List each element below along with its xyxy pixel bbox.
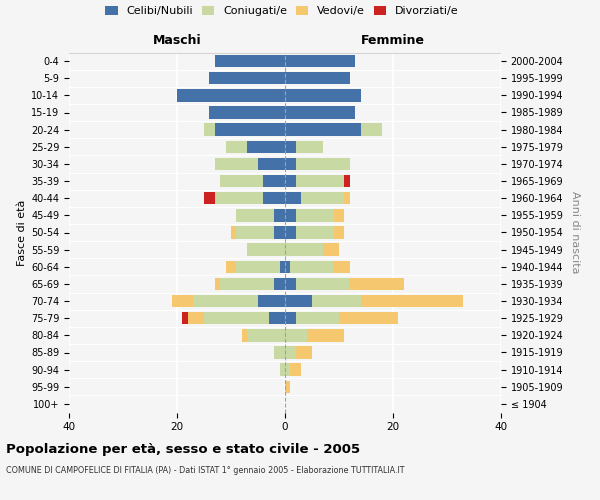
Text: Maschi: Maschi xyxy=(152,34,202,48)
Bar xyxy=(263,192,285,204)
Bar xyxy=(215,124,285,136)
Bar xyxy=(285,244,323,256)
Bar xyxy=(280,260,285,273)
Bar xyxy=(242,329,247,342)
Bar xyxy=(361,295,463,307)
Bar xyxy=(188,312,204,324)
Bar xyxy=(285,295,312,307)
Bar xyxy=(285,364,290,376)
Bar xyxy=(285,89,361,102)
Bar xyxy=(301,192,344,204)
Bar xyxy=(344,175,350,187)
Y-axis label: Fasce di età: Fasce di età xyxy=(17,200,27,266)
Bar xyxy=(307,329,344,342)
Bar xyxy=(274,278,285,290)
Bar xyxy=(285,209,296,222)
Bar xyxy=(258,158,285,170)
Bar xyxy=(236,209,274,222)
Bar xyxy=(344,192,350,204)
Bar xyxy=(177,89,285,102)
Bar xyxy=(296,140,323,153)
Bar xyxy=(274,226,285,238)
Bar xyxy=(193,295,258,307)
Bar xyxy=(231,226,236,238)
Bar xyxy=(285,72,350,85)
Bar xyxy=(182,312,188,324)
Bar xyxy=(204,192,215,204)
Bar xyxy=(285,192,301,204)
Bar xyxy=(296,175,344,187)
Bar xyxy=(285,106,355,118)
Bar xyxy=(285,158,296,170)
Bar xyxy=(236,260,280,273)
Text: COMUNE DI CAMPOFELICE DI FITALIA (PA) - Dati ISTAT 1° gennaio 2005 - Elaborazion: COMUNE DI CAMPOFELICE DI FITALIA (PA) - … xyxy=(6,466,404,475)
Bar xyxy=(247,329,285,342)
Bar xyxy=(226,140,247,153)
Bar xyxy=(334,226,344,238)
Y-axis label: Anni di nascita: Anni di nascita xyxy=(570,191,580,274)
Bar xyxy=(215,55,285,67)
Bar xyxy=(247,140,285,153)
Bar xyxy=(290,260,334,273)
Bar xyxy=(296,278,350,290)
Bar xyxy=(339,312,398,324)
Bar xyxy=(258,295,285,307)
Bar xyxy=(285,124,361,136)
Bar xyxy=(236,226,274,238)
Bar xyxy=(204,124,215,136)
Bar xyxy=(296,209,334,222)
Bar xyxy=(285,226,296,238)
Bar xyxy=(215,192,263,204)
Bar xyxy=(323,244,339,256)
Bar xyxy=(274,346,285,358)
Bar xyxy=(296,312,339,324)
Bar xyxy=(285,278,296,290)
Bar xyxy=(285,55,355,67)
Text: Popolazione per età, sesso e stato civile - 2005: Popolazione per età, sesso e stato civil… xyxy=(6,442,360,456)
Bar xyxy=(296,158,350,170)
Bar xyxy=(280,364,285,376)
Bar xyxy=(296,346,312,358)
Bar xyxy=(290,364,301,376)
Bar xyxy=(263,175,285,187)
Bar xyxy=(215,158,258,170)
Bar xyxy=(220,175,263,187)
Bar xyxy=(226,260,236,273)
Bar xyxy=(220,278,274,290)
Bar xyxy=(334,260,350,273)
Bar xyxy=(361,124,382,136)
Bar xyxy=(209,106,285,118)
Bar xyxy=(274,209,285,222)
Bar xyxy=(285,140,296,153)
Bar xyxy=(285,380,290,393)
Bar xyxy=(285,329,307,342)
Bar xyxy=(215,278,220,290)
Legend: Celibi/Nubili, Coniugati/e, Vedovi/e, Divorziati/e: Celibi/Nubili, Coniugati/e, Vedovi/e, Di… xyxy=(106,6,458,16)
Bar xyxy=(172,295,193,307)
Bar xyxy=(204,312,269,324)
Bar xyxy=(285,260,290,273)
Text: Femmine: Femmine xyxy=(361,34,425,48)
Bar xyxy=(334,209,344,222)
Bar xyxy=(209,72,285,85)
Bar xyxy=(285,312,296,324)
Bar xyxy=(247,244,285,256)
Bar xyxy=(296,226,334,238)
Bar xyxy=(285,175,296,187)
Bar xyxy=(312,295,361,307)
Bar xyxy=(285,346,296,358)
Bar xyxy=(269,312,285,324)
Bar xyxy=(350,278,404,290)
